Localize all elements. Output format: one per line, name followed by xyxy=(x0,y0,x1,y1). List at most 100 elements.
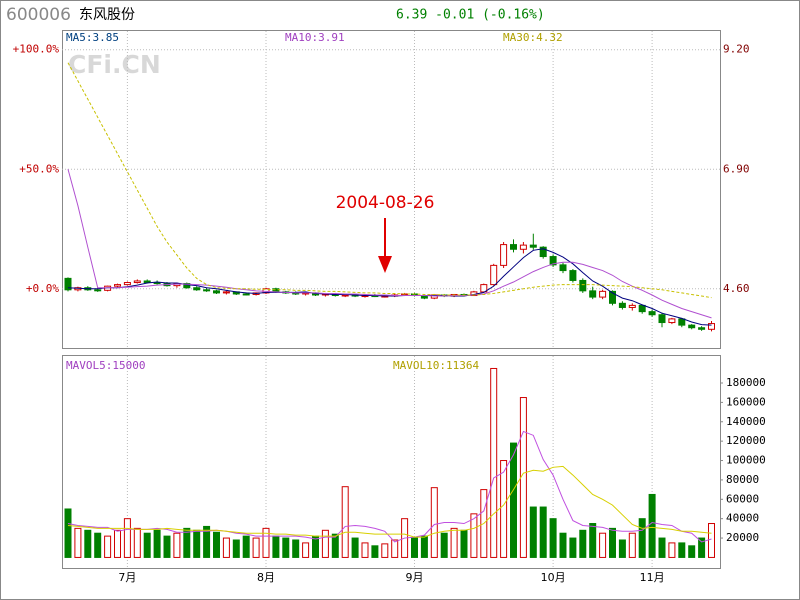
candle-body xyxy=(609,290,616,304)
candle-body xyxy=(628,304,636,308)
volume-bar xyxy=(490,367,498,558)
ma-line xyxy=(67,169,712,319)
volume-bar xyxy=(539,506,547,558)
volume-bar xyxy=(579,529,587,558)
volume-bar xyxy=(510,442,517,558)
volume-bar xyxy=(133,527,141,558)
volume-bar xyxy=(420,535,428,558)
candle-body xyxy=(153,282,161,285)
candle-body xyxy=(559,264,567,272)
volume-bar xyxy=(470,513,478,558)
volume-bar xyxy=(391,539,399,558)
candle-body xyxy=(638,304,646,313)
volume-bar xyxy=(678,542,686,558)
volume-bar xyxy=(331,533,339,558)
y-tick-label: 80000 xyxy=(726,473,759,486)
volume-bar xyxy=(549,518,557,558)
volume-bar xyxy=(341,486,349,558)
candle-body xyxy=(64,277,72,291)
volume-bar xyxy=(203,525,211,558)
volume-bar xyxy=(242,535,250,558)
candle-body xyxy=(658,314,666,324)
candle-body xyxy=(539,246,547,258)
legend-entry: MA10:3.91 xyxy=(285,31,345,44)
candle-body xyxy=(490,264,498,286)
candle-body xyxy=(183,283,191,289)
volume-bar xyxy=(430,487,438,558)
stock-name: 东风股份 xyxy=(79,7,135,23)
y-tick-label: 160000 xyxy=(726,395,766,408)
legend-entry: MA30:4.32 xyxy=(503,31,563,44)
annotation: 2004-08-26 xyxy=(336,193,435,213)
quote: 6.39 -0.01 (-0.16%) xyxy=(396,8,545,23)
volume-bar xyxy=(589,523,597,558)
candle-body xyxy=(589,290,597,298)
volume-bar xyxy=(658,537,666,558)
x-tick-label: 7月 xyxy=(118,571,136,584)
arrow-head xyxy=(378,256,392,273)
volume-bar xyxy=(371,545,379,558)
volume-bar xyxy=(193,529,201,558)
candle-body xyxy=(549,256,557,266)
volume-bar xyxy=(708,523,715,558)
left-tick-label: +50.0% xyxy=(19,162,59,175)
candle-body xyxy=(123,282,131,286)
y-tick-label: 100000 xyxy=(726,454,766,467)
volume-bar xyxy=(252,537,260,558)
ma-line xyxy=(67,430,712,543)
y-tick-label: 6.90 xyxy=(723,162,750,175)
volume-bar xyxy=(232,539,240,558)
candle-body xyxy=(579,279,587,292)
volume-bar xyxy=(272,535,280,558)
candle-body xyxy=(599,290,607,298)
candle-body xyxy=(708,323,715,330)
volume-bar xyxy=(450,527,458,558)
volume-bar xyxy=(529,506,537,558)
candle-body xyxy=(698,327,706,330)
candle-body xyxy=(519,244,527,250)
candle-body xyxy=(430,294,438,299)
candle-body xyxy=(648,311,656,316)
volume-bar xyxy=(292,539,300,558)
volume-bar xyxy=(173,532,181,558)
legend-entry: MAVOL10:11364 xyxy=(393,359,479,372)
volume-bar xyxy=(64,508,72,558)
x-tick-label: 10月 xyxy=(541,571,566,584)
volume-bar xyxy=(163,535,171,558)
x-tick-label: 11月 xyxy=(640,571,665,584)
volume-bar xyxy=(559,532,567,558)
x-tick-label: 8月 xyxy=(257,571,275,584)
volume-bar xyxy=(114,529,121,558)
volume-bar xyxy=(648,493,656,558)
ma-line xyxy=(67,248,712,326)
volume-bar xyxy=(351,537,359,558)
price-panel xyxy=(62,30,721,349)
volume-bar xyxy=(302,542,310,558)
volume-panel xyxy=(62,355,721,569)
y-tick-label: 9.20 xyxy=(723,43,750,56)
volume-bar xyxy=(411,537,418,558)
volume-bar xyxy=(599,532,607,558)
volume-bar xyxy=(84,529,92,558)
candle-body xyxy=(203,289,211,292)
volume-bar xyxy=(143,532,151,558)
candle-body xyxy=(94,289,102,292)
ma-line xyxy=(67,465,712,538)
y-tick-label: 4.60 xyxy=(723,282,750,295)
volume-bar xyxy=(618,539,626,558)
volume-bar xyxy=(262,527,270,558)
candle-body xyxy=(688,324,696,329)
volume-bar xyxy=(74,527,82,558)
volume-bar xyxy=(569,537,577,558)
candle-body xyxy=(510,244,517,250)
left-tick-label: +100.0% xyxy=(13,43,60,56)
volume-bar xyxy=(94,532,102,558)
watermark: CFi.CN xyxy=(68,50,161,79)
volume-bar xyxy=(500,460,508,558)
volume-bar xyxy=(361,542,369,558)
volume-bar xyxy=(638,518,646,558)
candle-body xyxy=(668,318,676,324)
candle-body xyxy=(341,294,349,297)
